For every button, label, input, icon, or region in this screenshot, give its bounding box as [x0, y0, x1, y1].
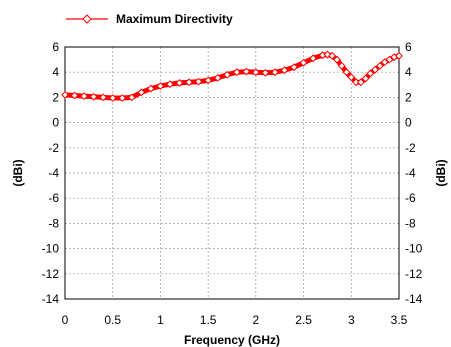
- y-axis-left-ticks: 6 4 2 0 -2 -4 -6 -8 -10 -12 -14: [42, 40, 60, 306]
- x-tick-label: 0.5: [104, 313, 121, 327]
- y-tick-label-right: 0: [405, 116, 412, 130]
- y-tick-label-left: -14: [42, 292, 60, 306]
- y-axis-label-left: (dBi): [11, 159, 25, 186]
- y-tick-label-right: -8: [405, 216, 416, 230]
- y-tick-label-left: -10: [42, 242, 60, 256]
- x-tick-label: 1.5: [200, 313, 217, 327]
- y-tick-label-left: 4: [52, 65, 59, 79]
- x-tick-label: 3: [348, 313, 355, 327]
- y-tick-label-right: 6: [405, 40, 412, 54]
- y-tick-label-right: -4: [405, 166, 416, 180]
- y-tick-label-right: -12: [405, 267, 423, 281]
- x-axis-label: Frequency (GHz): [184, 333, 280, 347]
- y-tick-label-right: -14: [405, 292, 423, 306]
- y-axis-right-ticks: 6 4 2 0 -2 -4 -6 -8 -10 -12 -14: [405, 40, 423, 306]
- legend-label: Maximum Directivity: [116, 12, 233, 26]
- y-tick-label-left: -12: [42, 267, 60, 281]
- y-tick-label-right: -10: [405, 242, 423, 256]
- x-tick-label: 3.5: [391, 313, 408, 327]
- x-tick-label: 0: [62, 313, 69, 327]
- y-tick-label-left: -2: [48, 141, 59, 155]
- y-tick-label-left: 2: [52, 90, 59, 104]
- legend: Maximum Directivity: [66, 12, 233, 26]
- y-tick-label-left: -8: [48, 216, 59, 230]
- y-tick-label-left: -4: [48, 166, 59, 180]
- y-tick-label-left: 0: [52, 116, 59, 130]
- x-tick-label: 2: [253, 313, 260, 327]
- y-axis-label-right: (dBi): [434, 159, 448, 186]
- y-tick-label-left: -6: [48, 191, 59, 205]
- y-tick-label-right: -2: [405, 141, 416, 155]
- y-tick-label-right: 2: [405, 90, 412, 104]
- grid: [65, 47, 399, 299]
- y-tick-label-left: 6: [52, 40, 59, 54]
- y-tick-label-right: 4: [405, 65, 412, 79]
- x-axis-ticks: 0 0.5 1 1.5 2 2.5 3 3.5: [62, 313, 408, 327]
- legend-marker-diamond: [83, 15, 91, 23]
- y-tick-label-right: -6: [405, 191, 416, 205]
- x-tick-label: 2.5: [295, 313, 312, 327]
- plot-area: [65, 47, 399, 299]
- x-tick-label: 1: [157, 313, 164, 327]
